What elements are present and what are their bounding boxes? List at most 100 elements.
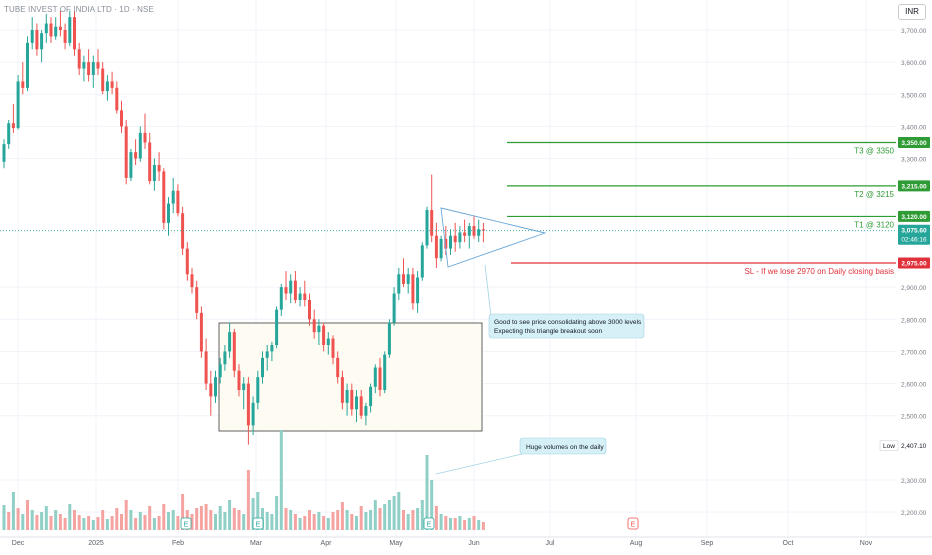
candle-body xyxy=(369,386,373,407)
volume-bar xyxy=(284,508,288,530)
time-tick-label: 2025 xyxy=(88,540,104,547)
candle-body xyxy=(237,370,241,390)
volume-bar xyxy=(265,512,269,530)
time-tick-label: Mar xyxy=(250,540,263,547)
price-tick-label: 2,600.00 xyxy=(901,382,927,389)
candle-body xyxy=(176,190,180,214)
volume-bar xyxy=(242,514,246,530)
volume-bar xyxy=(40,512,44,530)
volume-bar xyxy=(204,504,208,530)
earnings-marker[interactable] xyxy=(423,517,435,530)
volume-note-box[interactable] xyxy=(519,437,607,455)
t2-price-badge-text: 3,215.00 xyxy=(901,183,927,190)
t1-level-label: T1 @ 3120 xyxy=(854,220,894,229)
volume-bar xyxy=(124,500,128,530)
volume-bar xyxy=(416,508,420,530)
candle-body xyxy=(256,377,260,403)
volume-note-text: Huge volumes on the daily xyxy=(526,444,604,451)
candle-body xyxy=(378,367,382,390)
volume-bar xyxy=(195,508,199,530)
volume-bar xyxy=(430,480,434,530)
candle-body xyxy=(355,396,358,410)
candle-body xyxy=(345,390,349,403)
candle-body xyxy=(481,229,485,231)
t1-price-badge xyxy=(898,210,930,222)
volume-bar xyxy=(350,514,354,530)
time-tick-label: Jun xyxy=(468,540,479,547)
earnings-marker-letter: E xyxy=(184,522,189,529)
candle-body xyxy=(420,245,424,278)
candle-body xyxy=(411,274,415,304)
volume-bar xyxy=(152,518,156,530)
candle-body xyxy=(322,325,326,345)
volume-bar xyxy=(402,510,405,530)
volume-bar xyxy=(444,516,448,530)
volume-bar xyxy=(58,514,62,530)
triangle-pattern[interactable] xyxy=(440,207,547,268)
price-tick-label: 2,700.00 xyxy=(901,349,927,356)
volume-bar xyxy=(275,496,279,530)
currency-selector[interactable]: INR xyxy=(898,4,926,20)
time-tick-label: Apr xyxy=(321,540,333,547)
volume-bar xyxy=(331,512,335,530)
volume-note-pointer xyxy=(435,453,523,475)
price-tick-label: 2,200.00 xyxy=(901,510,927,517)
candle-body xyxy=(35,30,39,50)
candle-body xyxy=(105,81,109,92)
candle-body xyxy=(195,287,199,313)
candle-body xyxy=(270,345,274,352)
earnings-marker[interactable] xyxy=(180,517,192,530)
t3-level-label: T3 @ 3350 xyxy=(854,147,894,156)
volume-bar xyxy=(228,500,232,530)
candle-body xyxy=(58,26,62,30)
earnings-marker[interactable] xyxy=(627,517,639,530)
volume-bar xyxy=(91,520,95,530)
volume-bar xyxy=(77,515,81,530)
candle-body xyxy=(223,351,227,365)
candle-body xyxy=(167,203,170,223)
candle-body xyxy=(251,402,255,426)
candle-body xyxy=(73,17,76,50)
volume-bar xyxy=(364,512,368,530)
volume-layer xyxy=(2,430,485,530)
candle-body xyxy=(387,322,391,355)
candle-body xyxy=(284,287,288,294)
candle-body xyxy=(402,274,405,284)
volume-bar xyxy=(82,518,86,530)
candle-body xyxy=(275,309,279,345)
candle-body xyxy=(392,293,396,323)
volume-bar xyxy=(2,505,6,530)
volume-bar xyxy=(378,508,382,530)
volume-bar xyxy=(434,506,438,530)
earnings-marker-letter: E xyxy=(427,522,432,529)
candle-body xyxy=(406,274,410,284)
candle-body xyxy=(54,26,58,37)
volume-bar xyxy=(420,500,424,530)
volume-bar xyxy=(190,514,194,530)
candle-body xyxy=(162,171,166,223)
symbol-title[interactable]: TUBE INVEST OF INDIA LTD · 1D · NSE xyxy=(4,5,154,14)
volume-bar xyxy=(359,506,363,530)
triangle-note-box[interactable] xyxy=(488,313,645,339)
candle-body xyxy=(439,238,443,259)
consolidation-range-box[interactable] xyxy=(218,322,483,432)
candle-body xyxy=(110,81,114,88)
volume-bar xyxy=(345,510,349,530)
candle-body xyxy=(449,235,452,249)
candle-body xyxy=(134,152,138,159)
time-tick-label: Dec xyxy=(12,540,25,547)
candle-body xyxy=(115,87,119,111)
volume-bar xyxy=(477,520,481,530)
t3-price-badge xyxy=(898,137,930,148)
candle-body xyxy=(340,377,344,403)
volume-bar xyxy=(298,518,302,530)
volume-bar xyxy=(157,516,161,530)
price-tick-label: 3,500.00 xyxy=(901,92,927,99)
candle-body xyxy=(397,274,401,294)
candle-body xyxy=(336,357,340,378)
earnings-marker[interactable] xyxy=(252,517,264,530)
price-tick-label: 3,700.00 xyxy=(901,28,927,35)
